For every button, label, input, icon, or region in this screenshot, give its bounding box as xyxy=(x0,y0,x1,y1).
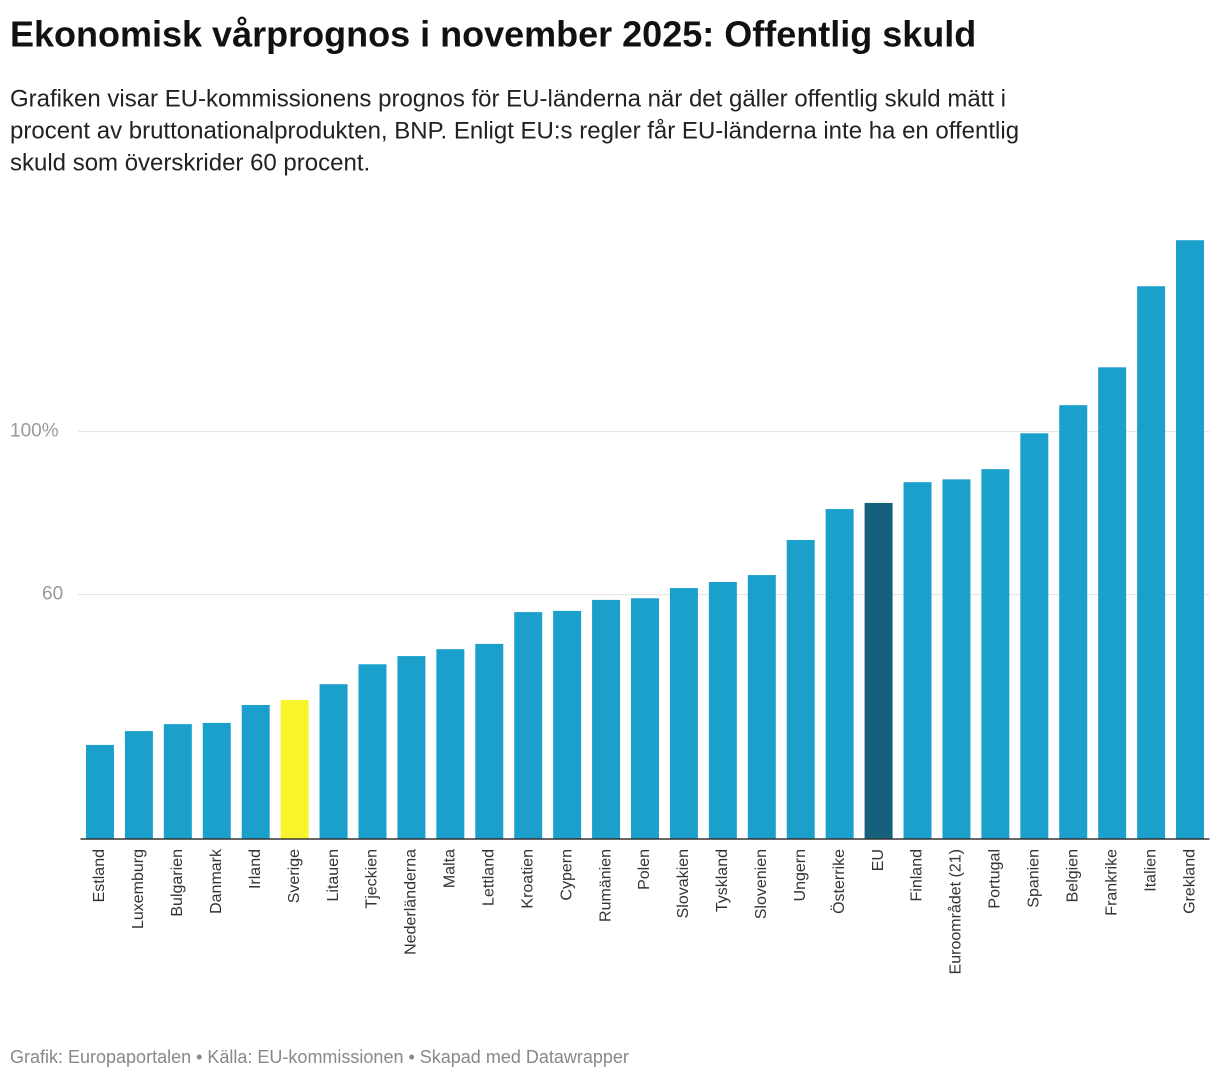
bar xyxy=(163,724,192,839)
bar xyxy=(1098,367,1127,839)
bar xyxy=(553,610,582,839)
y-tick-label: 60 xyxy=(42,584,63,605)
x-tick-label: Irland xyxy=(247,849,264,889)
footer: Grafik: Europaportalen • Källa: EU-kommi… xyxy=(10,1047,629,1067)
x-tick-label: Lettland xyxy=(480,849,497,906)
x-tick-label: Litauen xyxy=(325,849,342,902)
x-tick-label: Tyskland xyxy=(714,849,731,912)
x-tick-label: Kroatien xyxy=(519,849,536,909)
bar xyxy=(1059,405,1088,839)
chart-title: Ekonomisk vårprognos i november 2025: Of… xyxy=(10,14,976,55)
x-tick-label: Italien xyxy=(1142,849,1159,892)
bar xyxy=(514,612,543,839)
y-tick-label: 100% xyxy=(10,421,59,442)
bar xyxy=(1020,433,1049,839)
subtitle: Grafiken visar EU-kommissionens prognos … xyxy=(10,85,1006,112)
x-tick-label: Danmark xyxy=(208,848,225,914)
bar xyxy=(631,598,659,839)
bar xyxy=(903,482,932,839)
x-tick-label: Österrike xyxy=(830,849,848,914)
x-tick-label: EU xyxy=(870,849,887,871)
bar xyxy=(1176,240,1205,840)
bar xyxy=(319,684,348,839)
x-tick-label: Slovenien xyxy=(753,849,770,919)
bar xyxy=(708,581,737,839)
bar xyxy=(436,649,465,839)
bar xyxy=(475,643,504,839)
x-tick-label: Rumänien xyxy=(597,849,614,922)
subtitle: procent av bruttonationalprodukten, BNP.… xyxy=(10,117,1019,144)
subtitle: skuld som överskrider 60 procent. xyxy=(10,149,370,176)
bar xyxy=(358,664,387,839)
x-tick-label: Cypern xyxy=(558,849,575,901)
x-tick-label: Malta xyxy=(442,849,459,888)
bar xyxy=(669,588,698,839)
x-tick-label: Ungern xyxy=(792,849,809,901)
bar xyxy=(241,704,270,839)
bar xyxy=(981,469,1010,839)
bar xyxy=(397,656,426,839)
bar xyxy=(1137,286,1166,839)
bar xyxy=(942,479,971,839)
x-tick-label: Portugal xyxy=(987,849,1004,909)
bar xyxy=(825,509,854,839)
x-tick-label: Euroområdet (21) xyxy=(947,849,965,974)
bar xyxy=(202,722,231,839)
x-tick-label: Frankrike xyxy=(1103,849,1120,916)
bar xyxy=(864,502,893,839)
x-tick-label: Sverige xyxy=(286,849,303,903)
x-tick-label: Belgien xyxy=(1064,849,1081,902)
x-tick-label: Spanien xyxy=(1026,849,1043,908)
x-tick-label: Tjeckien xyxy=(364,849,381,909)
x-tick-label: Grekland xyxy=(1181,849,1198,914)
x-tick-label: Nederländerna xyxy=(403,849,420,955)
x-tick-label: Luxemburg xyxy=(130,849,147,929)
bar xyxy=(592,599,621,839)
bar xyxy=(747,575,776,839)
bar xyxy=(85,744,114,839)
bar xyxy=(280,700,309,839)
x-tick-label: Estland xyxy=(91,849,108,902)
bar xyxy=(124,731,153,839)
bar xyxy=(786,540,815,839)
x-tick-label: Finland xyxy=(909,849,926,901)
x-tick-label: Slovakien xyxy=(675,849,692,918)
x-tick-label: Bulgarien xyxy=(169,849,186,917)
x-tick-label: Polen xyxy=(636,849,653,890)
